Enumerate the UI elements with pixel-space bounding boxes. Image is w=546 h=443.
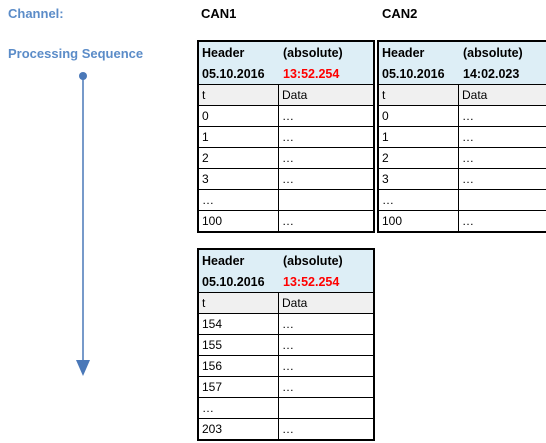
header-date: 05.10.2016: [202, 66, 265, 81]
column-data-header: Data: [282, 88, 308, 102]
column-t-header: t: [199, 85, 279, 105]
row-data: …: [282, 172, 294, 186]
header-label: Header: [382, 45, 425, 60]
table-row: 154 …: [199, 314, 373, 335]
header-date: 05.10.2016: [382, 66, 445, 81]
block-header: Header (absolute) 05.10.2016 13:52.254: [199, 42, 373, 85]
row-data: [279, 398, 373, 418]
table-row: …: [199, 190, 373, 211]
column-data-header: Data: [462, 88, 488, 102]
column-t-header: t: [379, 85, 459, 105]
table-row: 157 …: [199, 377, 373, 398]
row-data: …: [282, 151, 294, 165]
table-row: 2 …: [199, 148, 373, 169]
processing-sequence-label: Processing Sequence: [8, 46, 144, 61]
table-row: 0 …: [199, 106, 373, 127]
row-t: 0: [199, 106, 279, 126]
can2-block-1: Header (absolute) 05.10.2016 14:02.023 t…: [377, 40, 546, 233]
table-row: 155 …: [199, 335, 373, 356]
row-data: …: [282, 109, 294, 123]
row-data: …: [462, 151, 474, 165]
arrow-head: [76, 360, 90, 376]
row-t: 203: [199, 419, 279, 439]
row-data: …: [282, 422, 294, 436]
row-data: …: [462, 214, 474, 228]
row-data: …: [282, 338, 294, 352]
row-t: 1: [199, 127, 279, 147]
row-data: [279, 190, 373, 210]
table-row: 3 …: [379, 169, 546, 190]
column-header-row: t Data: [379, 85, 546, 106]
can1-block-1: Header (absolute) 05.10.2016 13:52.254 t…: [197, 40, 375, 233]
header-label: Header: [202, 253, 245, 268]
row-data: …: [462, 172, 474, 186]
row-t: 3: [199, 169, 279, 189]
column-data-header: Data: [282, 296, 308, 310]
block-header: Header (absolute) 05.10.2016 13:52.254: [199, 250, 373, 293]
table-row: 156 …: [199, 356, 373, 377]
channel-name-can2: CAN2: [382, 6, 418, 21]
row-t: 2: [199, 148, 279, 168]
block-header: Header (absolute) 05.10.2016 14:02.023: [379, 42, 546, 85]
table-row: …: [379, 190, 546, 211]
column-header-row: t Data: [199, 85, 373, 106]
row-t: 100: [199, 211, 279, 231]
row-t: …: [379, 190, 459, 210]
absolute-label: (absolute): [463, 45, 523, 60]
table-row: 3 …: [199, 169, 373, 190]
channel-label: Channel:: [8, 6, 64, 21]
table-row: 1 …: [199, 127, 373, 148]
row-t: 1: [379, 127, 459, 147]
table-row: 2 …: [379, 148, 546, 169]
column-header-row: t Data: [199, 293, 373, 314]
row-data: …: [462, 130, 474, 144]
table-row: 0 …: [379, 106, 546, 127]
channel-name-can1: CAN1: [201, 6, 237, 21]
row-data: [459, 190, 546, 210]
table-row: 100 …: [379, 211, 546, 231]
row-data: …: [462, 109, 474, 123]
row-data: …: [282, 214, 294, 228]
row-t: 154: [199, 314, 279, 334]
row-t: 156: [199, 356, 279, 376]
row-t: 155: [199, 335, 279, 355]
header-time: 14:02.023: [463, 66, 520, 81]
can1-block-2: Header (absolute) 05.10.2016 13:52.254 t…: [197, 248, 375, 441]
row-t: 2: [379, 148, 459, 168]
header-time: 13:52.254: [283, 274, 340, 289]
absolute-label: (absolute): [283, 253, 343, 268]
row-t: 100: [379, 211, 459, 231]
row-t: 157: [199, 377, 279, 397]
table-row: 203 …: [199, 419, 373, 439]
row-t: …: [199, 398, 279, 418]
column-t-header: t: [199, 293, 279, 313]
row-t: 0: [379, 106, 459, 126]
row-data: …: [282, 380, 294, 394]
row-data: …: [282, 317, 294, 331]
row-t: …: [199, 190, 279, 210]
row-data: …: [282, 359, 294, 373]
table-row: 100 …: [199, 211, 373, 231]
header-label: Header: [202, 45, 245, 60]
header-time: 13:52.254: [283, 66, 340, 81]
header-date: 05.10.2016: [202, 274, 265, 289]
row-t: 3: [379, 169, 459, 189]
table-row: …: [199, 398, 373, 419]
absolute-label: (absolute): [283, 45, 343, 60]
table-row: 1 …: [379, 127, 546, 148]
row-data: …: [282, 130, 294, 144]
